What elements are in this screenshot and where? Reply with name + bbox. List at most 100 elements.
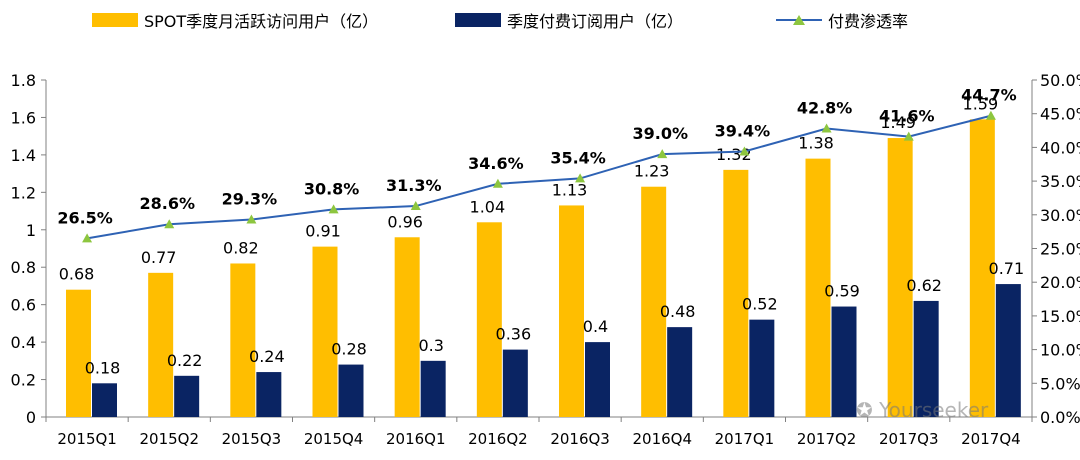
x-tick-label: 2015Q3 [222, 430, 282, 448]
rate-value-label: 41.6% [879, 107, 935, 126]
mau-bar [887, 138, 913, 418]
right-tick-label: 25.0% [1040, 240, 1080, 259]
paid-bar [502, 349, 528, 417]
rate-value-label: 42.8% [797, 99, 853, 118]
x-tick-label: 2015Q1 [57, 430, 117, 448]
x-tick-label: 2016Q1 [386, 430, 446, 448]
right-tick-label: 30.0% [1040, 206, 1080, 225]
x-tick-label: 2016Q4 [632, 430, 692, 448]
wechat-icon: ✪ [856, 398, 880, 422]
x-tick-label: 2016Q3 [550, 430, 610, 448]
rate-marker [739, 146, 750, 156]
paid-bar [92, 383, 117, 417]
rate-value-label: 35.4% [550, 148, 606, 167]
paid-bar [913, 300, 939, 417]
left-tick-label: 0.6 [11, 296, 36, 315]
left-tick-label: 1 [26, 221, 36, 240]
paid-value-label: 0.71 [989, 259, 1025, 278]
paid-value-label: 0.48 [660, 302, 696, 321]
legend-label-mau: SPOT季度月活跃访问用户（亿） [144, 12, 379, 31]
paid-bar [338, 364, 364, 417]
left-tick-label: 0.8 [11, 258, 36, 277]
rate-marker [903, 131, 914, 141]
right-tick-label: 15.0% [1040, 307, 1080, 326]
right-tick-label: 45.0% [1040, 105, 1080, 124]
paid-value-label: 0.59 [824, 282, 860, 301]
x-tick-label: 2015Q2 [139, 430, 199, 448]
left-tick-label: 0 [26, 408, 36, 427]
legend-swatch-mau [92, 13, 138, 27]
right-tick-label: 40.0% [1040, 138, 1080, 157]
paid-bar [995, 284, 1021, 417]
legend-label-rate: 付费渗透率 [828, 12, 909, 31]
mau-bar [723, 169, 749, 417]
legend-swatch-paid [455, 13, 501, 27]
paid-value-label: 0.3 [418, 336, 443, 355]
rate-value-label: 26.5% [57, 208, 113, 227]
rate-marker [410, 201, 421, 211]
rate-marker [821, 123, 832, 133]
mau-value-label: 0.77 [141, 248, 177, 267]
mau-value-label: 0.82 [223, 238, 259, 257]
left-tick-label: 0.4 [11, 333, 36, 352]
rate-value-label: 39.4% [715, 121, 771, 140]
paid-value-label: 0.52 [742, 295, 778, 314]
left-tick-label: 1.8 [11, 71, 36, 90]
right-tick-label: 50.0% [1040, 71, 1080, 90]
rate-marker [575, 173, 586, 183]
mau-bar [476, 222, 502, 417]
legend-label-paid: 季度付费订阅用户（亿） [507, 12, 684, 31]
rate-value-label: 34.6% [468, 154, 524, 173]
mau-value-label: 1.04 [470, 197, 506, 216]
mau-bar [969, 119, 995, 418]
x-tick-label: 2017Q2 [797, 430, 857, 448]
left-tick-label: 1.2 [11, 183, 36, 202]
paid-value-label: 0.18 [85, 358, 121, 377]
mau-value-label: 0.96 [387, 212, 423, 231]
rate-marker [82, 233, 93, 243]
x-tick-label: 2017Q3 [879, 430, 939, 448]
legend-item-paid: 季度付费订阅用户（亿） [455, 8, 683, 32]
rate-marker [657, 149, 668, 159]
paid-value-label: 0.22 [167, 351, 203, 370]
paid-bar [174, 375, 200, 417]
rate-marker [492, 178, 503, 188]
rate-value-label: 28.6% [139, 194, 195, 213]
rate-marker [985, 110, 996, 120]
watermark-text: Yourseeker [879, 398, 989, 422]
watermark: ✪ Yourseeker [856, 398, 988, 422]
right-tick-label: 5.0% [1040, 374, 1080, 393]
right-tick-label: 35.0% [1040, 172, 1080, 191]
mau-value-label: 1.23 [634, 162, 670, 181]
legend-item-mau: SPOT季度月活跃访问用户（亿） [92, 8, 378, 32]
rate-line [86, 114, 992, 240]
mau-value-label: 1.59 [963, 94, 999, 113]
legend: SPOT季度月活跃访问用户（亿） 季度付费订阅用户（亿） 付费渗透率 [0, 8, 1080, 34]
paid-value-label: 0.28 [331, 340, 367, 359]
paid-bar [585, 342, 610, 417]
rate-value-label: 31.3% [386, 176, 442, 195]
paid-bar [256, 372, 282, 417]
mau-value-label: 1.38 [798, 134, 834, 153]
paid-bar [420, 360, 446, 417]
mau-value-label: 1.49 [880, 113, 916, 132]
paid-bar [667, 327, 693, 417]
mau-value-label: 1.13 [552, 180, 588, 199]
left-tick-label: 1.6 [11, 108, 36, 127]
x-tick-label: 2017Q4 [961, 430, 1021, 448]
rate-marker [328, 204, 339, 214]
mau-bar [312, 246, 338, 417]
x-tick-label: 2015Q4 [304, 430, 364, 448]
rate-value-label: 39.0% [632, 124, 688, 143]
x-tick-label: 2016Q2 [468, 430, 528, 448]
right-tick-label: 0.0% [1040, 408, 1080, 427]
paid-value-label: 0.4 [583, 317, 608, 336]
rate-value-label: 30.8% [304, 179, 360, 198]
rate-value-label: 29.3% [222, 190, 278, 209]
paid-bar [749, 319, 775, 417]
x-tick-label: 2017Q1 [715, 430, 775, 448]
paid-value-label: 0.36 [496, 325, 532, 344]
rate-marker [164, 219, 175, 229]
rate-value-label: 44.7% [961, 86, 1017, 105]
mau-bar [394, 237, 420, 417]
